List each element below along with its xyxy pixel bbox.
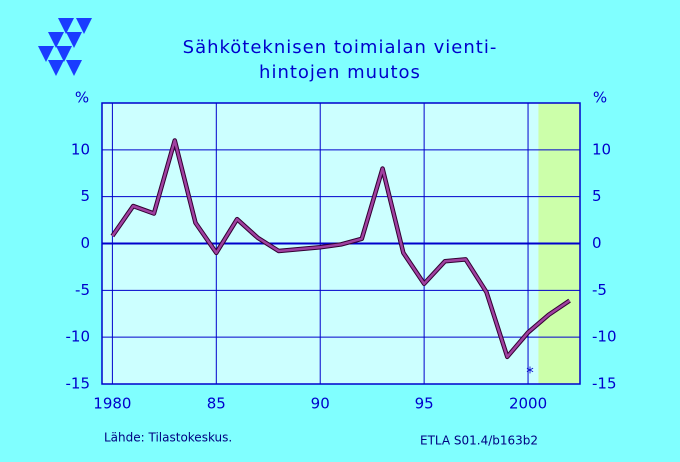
note: * — [526, 364, 534, 382]
x-tick-label: 90 — [311, 395, 330, 413]
plot-frame — [101, 102, 581, 385]
x-tick-label: 85 — [207, 395, 226, 413]
y-tick-label: 0 — [80, 234, 90, 252]
y-tick-label: 10 — [71, 140, 90, 158]
logo — [38, 18, 92, 76]
x-tick-label: 2000 — [509, 395, 547, 413]
y-tick-label: 0 — [592, 234, 602, 252]
code: ETLA S01.4/b163b2 — [420, 434, 538, 448]
y-tick-label: -10 — [66, 328, 91, 346]
y-tick-label: -5 — [592, 281, 607, 299]
y-axis-label: % — [75, 89, 89, 107]
y-tick-label: 10 — [592, 140, 611, 158]
y-tick-label: -5 — [75, 281, 90, 299]
x-tick-label: 95 — [415, 395, 434, 413]
x-tick-label: 1980 — [93, 395, 131, 413]
y-tick-label: 5 — [80, 187, 90, 205]
y-tick-label: -10 — [592, 328, 617, 346]
y-tick-label: -15 — [592, 375, 617, 393]
chart-title: hintojen muutos — [259, 62, 421, 83]
y-axis-label: % — [593, 89, 607, 107]
chart-title: Sähköteknisen toimialan vienti- — [183, 37, 498, 58]
y-tick-label: -15 — [66, 375, 91, 393]
y-tick-label: 5 — [592, 187, 602, 205]
source: Lähde: Tilastokeskus. — [104, 431, 232, 445]
data-line — [111, 139, 571, 359]
